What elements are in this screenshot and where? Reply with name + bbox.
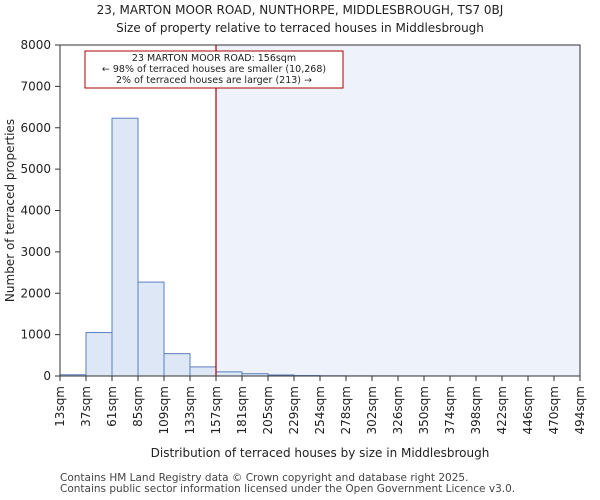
y-tick-label: 4000 (20, 204, 51, 218)
plot-frame (59, 44, 581, 377)
x-tick-label: 229sqm (287, 386, 301, 434)
bar-109sqm (163, 353, 191, 377)
x-axis-label: Distribution of terraced houses by size … (151, 446, 490, 460)
larger-region (216, 45, 580, 376)
footer-line-2: Contains public sector information licen… (60, 483, 516, 495)
x-tick-label: 422sqm (495, 386, 509, 434)
x-tick-label: 109sqm (157, 386, 171, 434)
x-tick-label: 61sqm (105, 386, 119, 427)
annotation-frame (84, 50, 344, 89)
annotation-line-3: 2% of terraced houses are larger (213) → (116, 75, 312, 86)
x-tick-label: 494sqm (573, 386, 587, 434)
x-tick-label: 398sqm (469, 386, 483, 434)
chart: 23, MARTON MOOR ROAD, NUNTHORPE, MIDDLES… (3, 3, 587, 460)
x-tick-label: 181sqm (235, 386, 249, 434)
y-tick-label: 1000 (20, 328, 51, 342)
x-tick-label: 470sqm (547, 386, 561, 434)
y-tick-label: 6000 (20, 121, 51, 135)
x-tick-label: 205sqm (261, 386, 275, 434)
x-tick-label: 350sqm (417, 386, 431, 434)
annotation-line-2: ← 98% of terraced houses are smaller (10… (102, 64, 326, 75)
x-tick-label: 13sqm (53, 386, 67, 427)
x-tick-label: 278sqm (339, 386, 353, 434)
chart-title: 23, MARTON MOOR ROAD, NUNTHORPE, MIDDLES… (97, 3, 504, 17)
y-tick-label: 7000 (20, 79, 51, 93)
bar-85sqm (137, 281, 165, 377)
y-tick-label: 5000 (20, 162, 51, 176)
x-tick-label: 326sqm (391, 386, 405, 434)
y-tick-label: 2000 (20, 286, 51, 300)
footer-line-1: Contains HM Land Registry data © Crown c… (60, 472, 469, 484)
annotation-line-1: 23 MARTON MOOR ROAD: 156sqm (132, 53, 296, 64)
bar-61sqm (111, 117, 139, 377)
y-axis: 0 1000 2000 3000 4000 5000 6000 7000 8000 (20, 38, 60, 383)
bar-157sqm (215, 371, 243, 377)
y-axis-label: Number of terraced properties (3, 119, 17, 302)
bars (59, 117, 451, 377)
annotation-box: 23 MARTON MOOR ROAD: 156sqm ← 98% of ter… (84, 50, 344, 89)
bar-37sqm (85, 332, 113, 377)
x-tick-label: 37sqm (79, 386, 93, 427)
x-tick-label: 302sqm (365, 386, 379, 434)
bar-133sqm (189, 366, 217, 377)
x-axis: 13sqm 37sqm 61sqm 85sqm 109sqm 133sqm 157sqm 18… (53, 376, 587, 434)
x-tick-label: 446sqm (521, 386, 535, 434)
footer: Contains HM Land Registry data © Crown c… (60, 473, 515, 495)
x-tick-label: 133sqm (183, 386, 197, 434)
chart-subtitle: Size of property relative to terraced ho… (116, 21, 484, 35)
x-tick-label: 374sqm (443, 386, 457, 434)
y-tick-label: 3000 (20, 245, 51, 259)
x-tick-label: 157sqm (209, 386, 223, 434)
y-tick-label: 8000 (20, 38, 51, 52)
x-tick-label: 85sqm (131, 386, 145, 427)
x-tick-label: 254sqm (313, 386, 327, 434)
y-tick-label: 0 (43, 369, 51, 383)
